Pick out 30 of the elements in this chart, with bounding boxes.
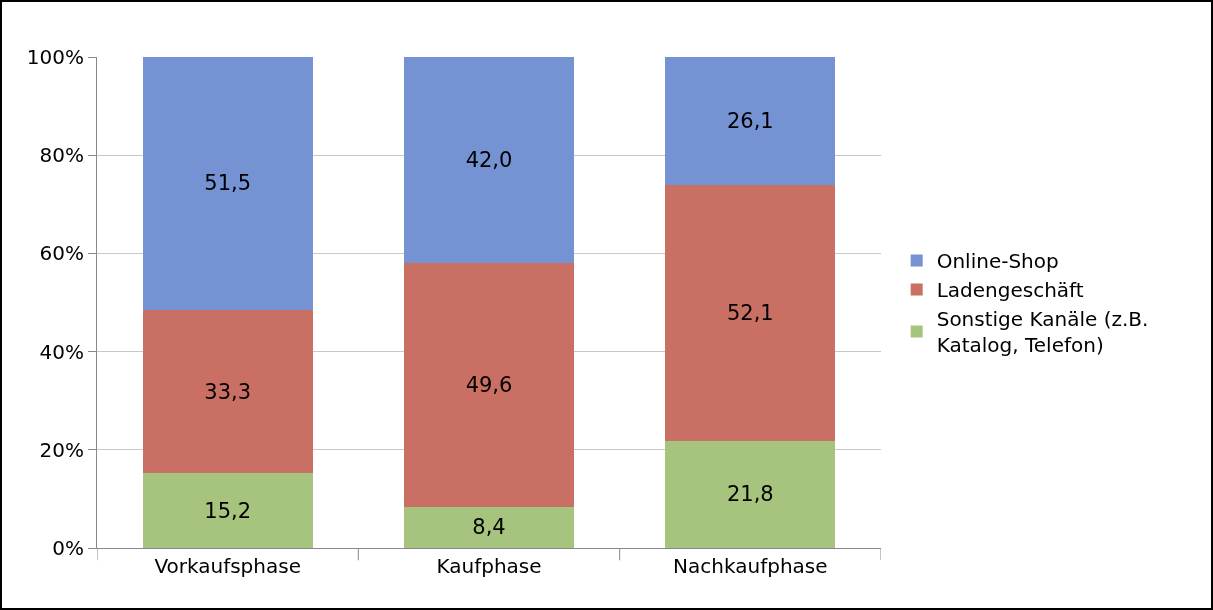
- bar: [665, 440, 836, 548]
- bar: [142, 309, 313, 474]
- y-tick-label: 0%: [52, 536, 84, 560]
- legend-label: Sonstige Kanäle (z.B. Katalog, Telefon): [936, 307, 1149, 358]
- bar: [404, 506, 574, 548]
- y-tick-label: 40%: [39, 339, 84, 364]
- bar: [404, 263, 574, 507]
- data-label: 51,5: [204, 171, 252, 196]
- bar: [404, 57, 574, 264]
- data-label: 42,0: [465, 148, 513, 173]
- y-tick-label: 20%: [39, 437, 84, 462]
- y-tick-label: 100%: [26, 45, 84, 69]
- x-tick-label: Nachkaufphase: [673, 554, 828, 578]
- data-label: 52,1: [726, 301, 774, 326]
- y-tick-label: 80%: [39, 143, 84, 168]
- legend-label: Online-Shop: [936, 249, 1059, 274]
- x-tick-label: Kaufphase: [436, 554, 542, 578]
- data-label: 21,8: [726, 482, 774, 507]
- legend-label: Ladengeschäft: [936, 278, 1084, 303]
- bar: [142, 57, 313, 310]
- bar: [142, 473, 313, 548]
- data-label: 49,6: [465, 372, 513, 397]
- data-label: 15,2: [204, 498, 252, 523]
- y-tick-label: 60%: [39, 241, 84, 266]
- data-label: 33,3: [204, 379, 252, 404]
- data-label: 8,4: [472, 515, 506, 540]
- bar: [665, 185, 836, 441]
- x-tick-label: Vorkaufsphase: [154, 554, 301, 578]
- data-label: 26,1: [726, 109, 774, 134]
- bar: [665, 57, 836, 186]
